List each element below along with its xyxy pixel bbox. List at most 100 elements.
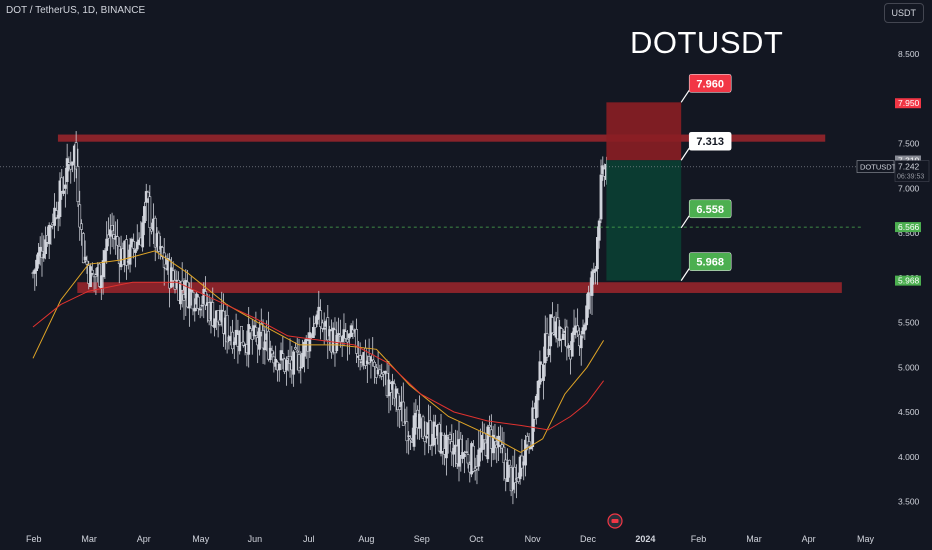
candle-body[interactable] (560, 328, 563, 340)
candle-body[interactable] (135, 241, 139, 250)
candle-body[interactable] (398, 406, 402, 410)
candle-body[interactable] (85, 260, 89, 265)
candle-body[interactable] (488, 425, 491, 428)
candle-body[interactable] (33, 269, 37, 274)
candle-body[interactable] (161, 247, 164, 257)
candle-body[interactable] (128, 244, 132, 265)
candle-body[interactable] (358, 355, 362, 360)
candle-body[interactable] (576, 325, 580, 332)
candle-body[interactable] (60, 177, 64, 192)
candle-body[interactable] (54, 210, 58, 218)
candle-body[interactable] (193, 307, 197, 312)
candle-body[interactable] (44, 239, 47, 255)
candle-body[interactable] (259, 323, 263, 333)
candle-body[interactable] (89, 266, 92, 288)
candle-body[interactable] (213, 318, 216, 328)
candle-body[interactable] (380, 373, 384, 377)
candle-body[interactable] (58, 180, 62, 217)
currency-button[interactable]: USDT (883, 3, 924, 23)
candle-body[interactable] (355, 329, 358, 354)
candle-body[interactable] (597, 220, 601, 241)
candle-body[interactable] (459, 438, 463, 456)
candle-body[interactable] (500, 444, 504, 449)
candle-body[interactable] (547, 348, 551, 356)
candle-body[interactable] (67, 162, 71, 165)
candle-body[interactable] (448, 434, 452, 440)
candle-body[interactable] (491, 434, 495, 454)
candle-body[interactable] (141, 222, 145, 248)
candle-body[interactable] (567, 345, 571, 349)
candle-body[interactable] (148, 196, 152, 228)
candle-body[interactable] (189, 289, 193, 292)
candle-body[interactable] (425, 436, 429, 439)
candle-body[interactable] (462, 453, 466, 458)
candle-body[interactable] (81, 233, 85, 264)
candle-body[interactable] (346, 338, 349, 343)
candle-body[interactable] (466, 454, 470, 464)
candle-body[interactable] (157, 232, 161, 252)
candle-body[interactable] (534, 395, 538, 419)
candle-body[interactable] (180, 280, 184, 291)
candle-body[interactable] (241, 341, 245, 346)
candle-body[interactable] (281, 353, 285, 360)
candle-body[interactable] (295, 350, 299, 353)
candle-body[interactable] (216, 310, 220, 323)
candle-body[interactable] (319, 310, 322, 327)
candle-body[interactable] (378, 369, 382, 376)
candle-body[interactable] (450, 441, 454, 453)
candle-body[interactable] (143, 206, 146, 224)
candle-body[interactable] (480, 434, 484, 450)
candle-body[interactable] (232, 341, 236, 346)
candle-body[interactable] (153, 217, 157, 248)
candle-body[interactable] (498, 440, 502, 446)
candle-body[interactable] (191, 292, 195, 310)
candle-body[interactable] (103, 250, 107, 262)
candle-body[interactable] (344, 331, 348, 339)
zone-support[interactable] (77, 282, 842, 293)
candle-body[interactable] (134, 249, 137, 253)
candle-body[interactable] (383, 370, 387, 374)
candle-body[interactable] (36, 252, 40, 265)
candle-body[interactable] (587, 292, 590, 310)
candle-body[interactable] (225, 314, 229, 343)
candle-body[interactable] (527, 441, 531, 447)
candle-body[interactable] (570, 332, 574, 357)
candle-body[interactable] (254, 327, 258, 336)
candle-body[interactable] (599, 174, 603, 220)
candle-body[interactable] (211, 302, 215, 326)
candle-body[interactable] (200, 304, 204, 307)
candle-body[interactable] (42, 253, 46, 259)
candle-body[interactable] (49, 225, 53, 228)
candle-body[interactable] (297, 354, 301, 372)
candle-body[interactable] (258, 327, 261, 350)
candle-body[interactable] (585, 305, 589, 326)
candle-body[interactable] (525, 436, 529, 446)
candle-body[interactable] (396, 392, 400, 410)
candle-body[interactable] (594, 268, 598, 272)
candle-body[interactable] (441, 434, 445, 452)
candle-body[interactable] (285, 359, 288, 371)
candle-body[interactable] (146, 191, 150, 200)
candle-body[interactable] (405, 421, 409, 442)
candle-body[interactable] (74, 142, 78, 170)
candle-body[interactable] (101, 260, 105, 278)
candle-body[interactable] (71, 161, 74, 166)
candle-body[interactable] (83, 256, 87, 261)
candle-body[interactable] (401, 401, 405, 426)
candle-body[interactable] (590, 271, 594, 296)
candle-body[interactable] (267, 330, 270, 360)
candle-body[interactable] (47, 225, 51, 245)
candle-body[interactable] (125, 239, 128, 266)
candle-body[interactable] (80, 223, 83, 230)
candle-body[interactable] (312, 326, 315, 338)
candle-body[interactable] (247, 324, 251, 355)
candle-body[interactable] (516, 477, 520, 482)
candle-body[interactable] (596, 237, 599, 270)
candle-body[interactable] (218, 319, 222, 325)
candle-body[interactable] (551, 317, 554, 334)
candle-body[interactable] (561, 333, 565, 340)
candle-body[interactable] (261, 330, 265, 349)
candle-body[interactable] (313, 322, 317, 328)
candle-body[interactable] (308, 332, 312, 352)
candle-body[interactable] (536, 380, 540, 401)
